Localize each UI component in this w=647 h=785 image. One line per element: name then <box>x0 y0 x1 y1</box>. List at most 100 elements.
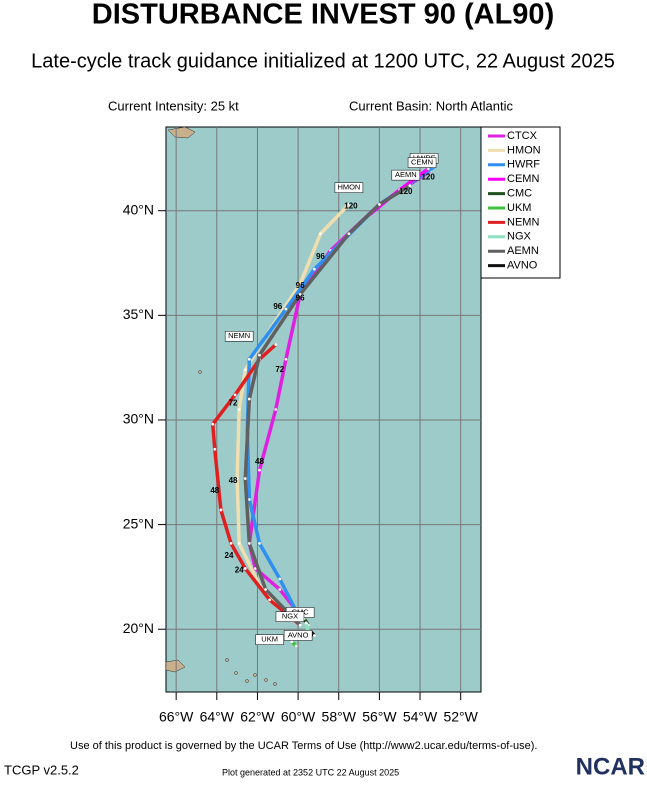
track-point <box>274 408 278 411</box>
track-point <box>243 567 247 570</box>
generated: Plot generated at 2352 UTC 22 August 202… <box>222 767 399 777</box>
track-point <box>258 353 261 357</box>
hour-label: 96 <box>273 302 282 311</box>
tag-box <box>275 611 305 622</box>
track-point <box>247 357 251 361</box>
track-point <box>294 644 298 648</box>
track-point <box>284 357 288 361</box>
x-tick-label: 60°W <box>281 709 316 725</box>
track <box>243 184 411 627</box>
track-point <box>298 293 302 296</box>
hour-label: 72 <box>229 398 238 407</box>
track-point <box>312 267 316 271</box>
logo: NCAR <box>576 753 645 780</box>
track-point <box>237 408 241 411</box>
subtitle: Late-cycle track guidance initialized at… <box>31 50 615 72</box>
tag-box <box>391 169 421 181</box>
track-point <box>237 542 241 545</box>
y-tick-label: 25°N <box>123 515 154 531</box>
legend-label: NEMN <box>507 216 539 228</box>
tag-box <box>334 182 364 193</box>
track-point <box>247 397 251 401</box>
x-tick-label: 62°W <box>240 709 275 725</box>
track-point <box>347 203 351 206</box>
x-tick-label: 52°W <box>443 709 478 725</box>
track-point <box>284 307 288 311</box>
track-point <box>219 508 223 512</box>
track-point <box>233 393 237 397</box>
hour-label: 48 <box>229 476 238 485</box>
hour-label: 24 <box>225 551 234 560</box>
hour-label: 120 <box>399 187 413 196</box>
track-point <box>304 621 308 625</box>
model-tag: HMON <box>337 183 360 192</box>
track-point <box>319 232 322 236</box>
model-tag: NEMN <box>228 331 250 340</box>
track <box>235 203 351 627</box>
y-tick-label: 40°N <box>123 201 154 217</box>
hour-label: 120 <box>421 172 435 181</box>
legend-label: NGX <box>507 231 532 243</box>
model-tag: AVNO <box>288 630 309 639</box>
track-point <box>243 477 247 480</box>
track-point <box>408 184 412 187</box>
y-tick-label: 20°N <box>123 620 154 636</box>
model-tag: CEMN <box>411 158 433 167</box>
legend-label: HMON <box>507 144 541 156</box>
track-point <box>258 468 261 472</box>
track-point <box>264 588 267 591</box>
hour-label: 96 <box>296 294 305 303</box>
model-tag: NGX <box>282 612 298 621</box>
tag-box <box>283 630 313 641</box>
hour-label: 96 <box>296 281 305 290</box>
x-tick-label: 66°W <box>159 709 194 725</box>
track-point <box>258 542 261 545</box>
track-point <box>211 422 215 426</box>
track-point <box>274 343 278 347</box>
legend-label: UKM <box>507 202 531 214</box>
legend-label: CMC <box>507 188 532 200</box>
x-tick-label: 56°W <box>362 709 397 725</box>
hour-label: 48 <box>210 486 219 495</box>
track-point <box>298 282 302 286</box>
tag-box <box>224 331 254 342</box>
track-point <box>229 542 233 545</box>
hour-label: 72 <box>275 365 284 374</box>
terms: Use of this product is governed by the U… <box>70 740 537 752</box>
track-point <box>347 232 351 236</box>
model-tag: AEMN <box>395 170 417 179</box>
y-tick-label: 30°N <box>123 411 154 427</box>
legend: CTCX HMON HWRF CEMN CMC UKM NEMN NGX AEMN AVNO <box>480 126 561 279</box>
tag-box <box>407 157 437 168</box>
hour-label: 120 <box>344 202 358 211</box>
track-point <box>290 640 294 644</box>
hour-label: 24 <box>235 566 244 575</box>
islands <box>198 370 277 686</box>
intensity: Current Intensity: 25 kt <box>108 98 239 113</box>
version: TCGP v2.5.2 <box>4 762 79 777</box>
track <box>210 343 302 627</box>
track-point <box>298 623 302 627</box>
x-tick-label: 54°W <box>403 709 438 725</box>
x-tick-label: 58°W <box>322 709 357 725</box>
legend-box <box>480 126 561 279</box>
model-tag: UKM <box>261 635 278 644</box>
y-tick-label: 35°N <box>123 306 154 322</box>
track-point <box>278 588 282 591</box>
hour-label: 96 <box>316 252 325 261</box>
track-point <box>243 368 247 372</box>
x-tick-label: 64°W <box>200 709 235 725</box>
track-point <box>268 598 272 602</box>
title: DISTURBANCE INVEST 90 (AL90) <box>92 0 554 31</box>
map-area <box>165 126 482 693</box>
track-point <box>213 447 217 451</box>
land <box>167 126 196 139</box>
legend-label: CEMN <box>507 173 539 185</box>
track-point <box>235 477 239 480</box>
track-point <box>278 577 282 581</box>
legend-label: AVNO <box>507 260 538 272</box>
tag-box <box>255 634 284 645</box>
track-point <box>426 167 430 171</box>
track-point <box>247 498 251 501</box>
basin: Current Basin: North Atlantic <box>349 98 514 113</box>
